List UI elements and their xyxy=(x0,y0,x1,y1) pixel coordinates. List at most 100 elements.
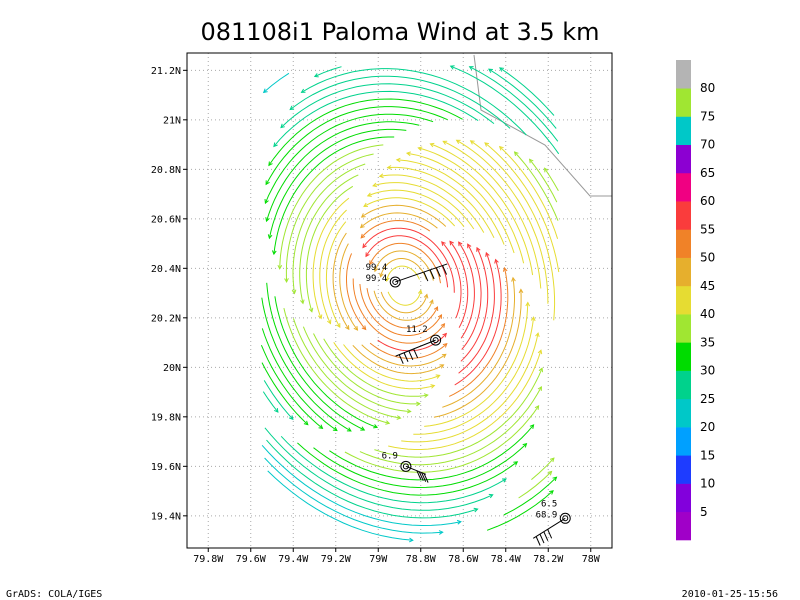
streamline xyxy=(261,444,461,527)
wind-barb-feather xyxy=(408,350,414,361)
wind-barb-feather xyxy=(423,473,429,483)
streamline-arrow xyxy=(433,306,439,312)
y-tick-label: 20.2N xyxy=(151,313,181,324)
streamline-arrow xyxy=(469,140,475,145)
streamline xyxy=(285,153,374,282)
streamline-arrow xyxy=(336,323,341,329)
streamline-arrow xyxy=(525,301,531,307)
wind-barb-staff xyxy=(532,517,566,539)
streamline xyxy=(261,328,338,431)
streamline-arrow xyxy=(386,165,392,170)
streamline-arrow xyxy=(529,424,535,429)
streamline-arrow xyxy=(468,66,474,71)
streamline xyxy=(363,197,456,227)
streamline xyxy=(361,204,447,227)
streamline-arrow xyxy=(499,67,504,72)
streamline xyxy=(458,241,475,339)
colorbar-swatch xyxy=(676,201,691,230)
streamline-arrow xyxy=(378,173,384,179)
streamline xyxy=(305,185,354,312)
streamline-arrow xyxy=(353,325,359,331)
streamline xyxy=(460,247,489,362)
streamline-arrow xyxy=(385,277,390,283)
streamline-arrow xyxy=(361,325,367,331)
streamline-arrow xyxy=(379,272,384,278)
streamline xyxy=(264,457,443,534)
streamline-arrow xyxy=(518,288,524,294)
wind-barb-feather xyxy=(403,352,409,362)
streamline-arrow xyxy=(273,142,278,148)
chart-title: 081108i1 Paloma Wind at 3.5 km xyxy=(200,18,599,46)
streamline-arrow xyxy=(530,316,536,322)
y-tick-label: 20N xyxy=(163,363,181,374)
colorbar-swatch xyxy=(676,144,691,174)
streamline xyxy=(325,221,347,328)
streamline xyxy=(343,344,440,382)
streamline-arrow xyxy=(262,88,268,94)
station-ring xyxy=(559,512,571,524)
streamline-arrow xyxy=(501,478,507,483)
colorbar-label: 70 xyxy=(700,138,715,152)
streamline-arrow xyxy=(513,461,519,466)
streamline-arrow xyxy=(439,364,445,369)
colorbar-swatch xyxy=(676,88,691,117)
streamline-arrow xyxy=(365,252,370,258)
plot-frame xyxy=(186,52,613,549)
streamline xyxy=(374,368,543,458)
station-label: 68.9 xyxy=(536,510,558,520)
streamline-arrow xyxy=(549,457,555,463)
streamline-arrow xyxy=(308,307,314,313)
station: 6.568.9 xyxy=(532,499,571,546)
y-tick-label: 20.6N xyxy=(151,214,181,225)
streamline-arrow xyxy=(449,65,455,70)
wind-barb-feather xyxy=(418,471,424,481)
streamline xyxy=(388,350,542,450)
streamline xyxy=(344,405,540,473)
streamline-arrow xyxy=(395,157,401,163)
streamline-arrow xyxy=(346,427,352,432)
streamline-arrow xyxy=(360,426,366,431)
streamline-arrow xyxy=(534,405,540,410)
streamline-arrow xyxy=(455,139,461,144)
streamline-arrow xyxy=(484,142,489,147)
colorbar-label: 45 xyxy=(700,279,715,293)
coastline xyxy=(473,54,612,197)
streamline xyxy=(369,342,448,359)
wind-barb-feather xyxy=(429,269,435,280)
y-tick-label: 19.4N xyxy=(151,511,181,522)
x-axis: 79.8W 79.6W 79.4W 79.2W 79W 78.8W 78.6W 78.4W 78… xyxy=(193,548,601,565)
streamline-arrow xyxy=(360,213,366,218)
streamline-arrow xyxy=(442,140,448,145)
streamline-arrow xyxy=(429,142,435,148)
streamline xyxy=(458,252,495,374)
streamline-arrow xyxy=(396,415,402,420)
streamline xyxy=(266,439,478,519)
streamline-arrow xyxy=(488,68,493,73)
streamline xyxy=(531,457,555,480)
y-tick-label: 20.8N xyxy=(151,165,181,176)
streamline-arrow xyxy=(547,470,553,476)
colorbar-label: 40 xyxy=(700,307,715,321)
streamline xyxy=(280,83,495,128)
streamline-arrow xyxy=(549,490,554,495)
station-markers: 99.499.4 11.2 6.9 6.568.9 xyxy=(366,263,571,546)
streamline xyxy=(380,291,428,314)
streamline xyxy=(529,158,558,203)
streamline xyxy=(461,243,482,350)
streamline-arrow xyxy=(300,299,305,305)
streamline-arrow xyxy=(423,393,429,398)
colorbar-label: 30 xyxy=(700,364,715,378)
streamline xyxy=(263,380,294,420)
streamline xyxy=(266,282,365,431)
colorbar-swatch xyxy=(676,257,691,287)
streamline xyxy=(352,344,444,375)
streamline xyxy=(266,121,420,222)
streamline-arrow xyxy=(264,199,269,205)
y-tick-label: 19.6N xyxy=(151,462,181,473)
streamline-arrow xyxy=(265,217,270,223)
streamline xyxy=(442,140,542,289)
x-tick-label: 79.6W xyxy=(236,554,267,565)
streamline-arrow xyxy=(456,519,462,525)
colorbar-swatch xyxy=(676,398,691,428)
colorbar-label: 10 xyxy=(700,477,715,491)
